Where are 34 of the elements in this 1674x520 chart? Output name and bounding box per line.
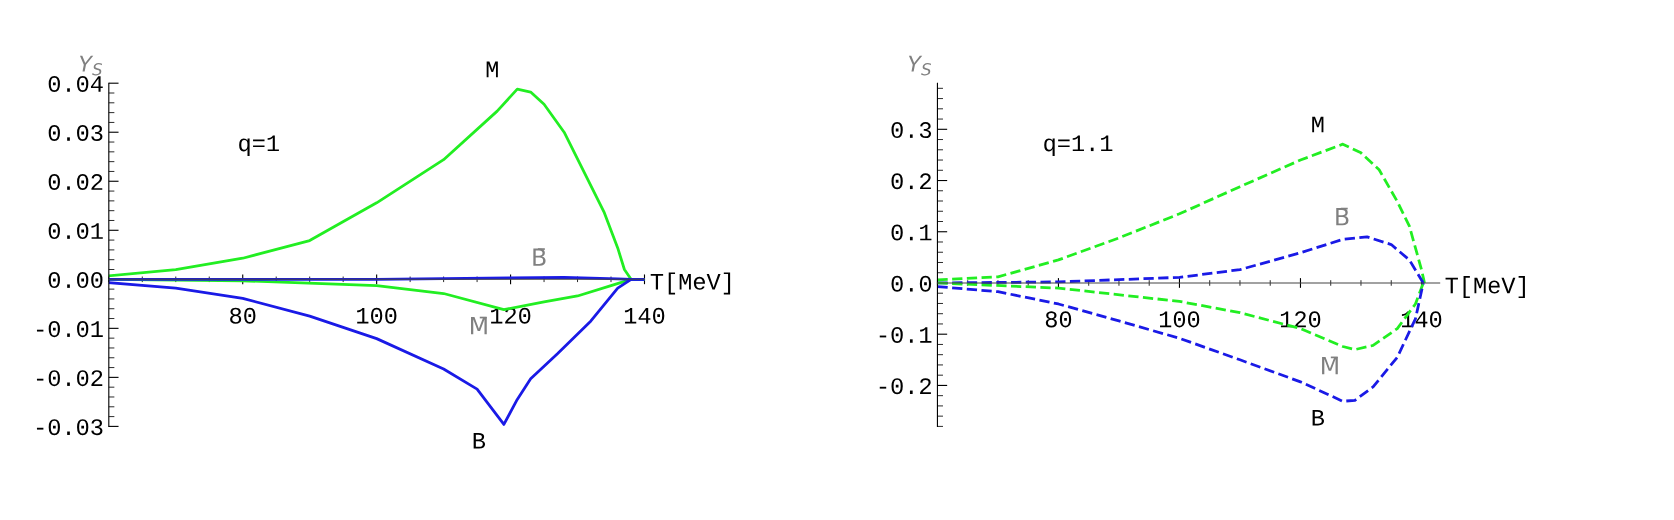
y-tick-label: 0.04	[48, 75, 103, 92]
y-tick-label: -0.03	[36, 419, 103, 436]
x-tick-label: 80	[1045, 311, 1072, 328]
x-axis-title: T[MeV]	[1445, 276, 1525, 299]
series-label: B	[473, 433, 486, 449]
series-label: M̄	[471, 316, 487, 335]
y-tick-label: 0.1	[891, 224, 932, 241]
y-tick-label: 0.01	[48, 223, 103, 240]
y-tick-label: -0.01	[36, 321, 103, 338]
y-tick-label: 0.2	[891, 173, 931, 190]
series-label: B̄	[533, 248, 546, 266]
x-axis-title: T[MeV]	[650, 272, 731, 295]
y-axis-title: Y$_{S}$	[79, 55, 103, 76]
y-tick-label: -0.02	[36, 370, 103, 387]
y-tick-label: -0.2	[879, 378, 931, 395]
annotation: q=1.1	[1044, 135, 1113, 156]
x-tick-label: 100	[1159, 311, 1200, 328]
series-label: B	[1312, 409, 1325, 426]
series-label: M	[1312, 116, 1324, 133]
y-tick-label: 0.3	[891, 122, 932, 139]
y-tick-label: 0.00	[48, 272, 103, 289]
y-axis-title: Y$_{S}$	[908, 55, 932, 76]
x-tick-label: 100	[357, 307, 397, 324]
annotation: q=1	[239, 135, 279, 156]
x-tick-label: 120	[1280, 311, 1321, 328]
y-tick-label: 0.03	[48, 124, 103, 142]
y-tick-label: -0.1	[879, 326, 932, 343]
series-label: B̄	[1336, 207, 1349, 226]
y-tick-label: 0.0	[891, 275, 932, 292]
y-tick-label: 0.02	[48, 174, 103, 191]
series-label: M	[486, 61, 498, 78]
series-label: M̄	[1322, 356, 1338, 375]
x-tick-label: 140	[624, 307, 665, 324]
x-tick-label: 80	[230, 307, 256, 324]
